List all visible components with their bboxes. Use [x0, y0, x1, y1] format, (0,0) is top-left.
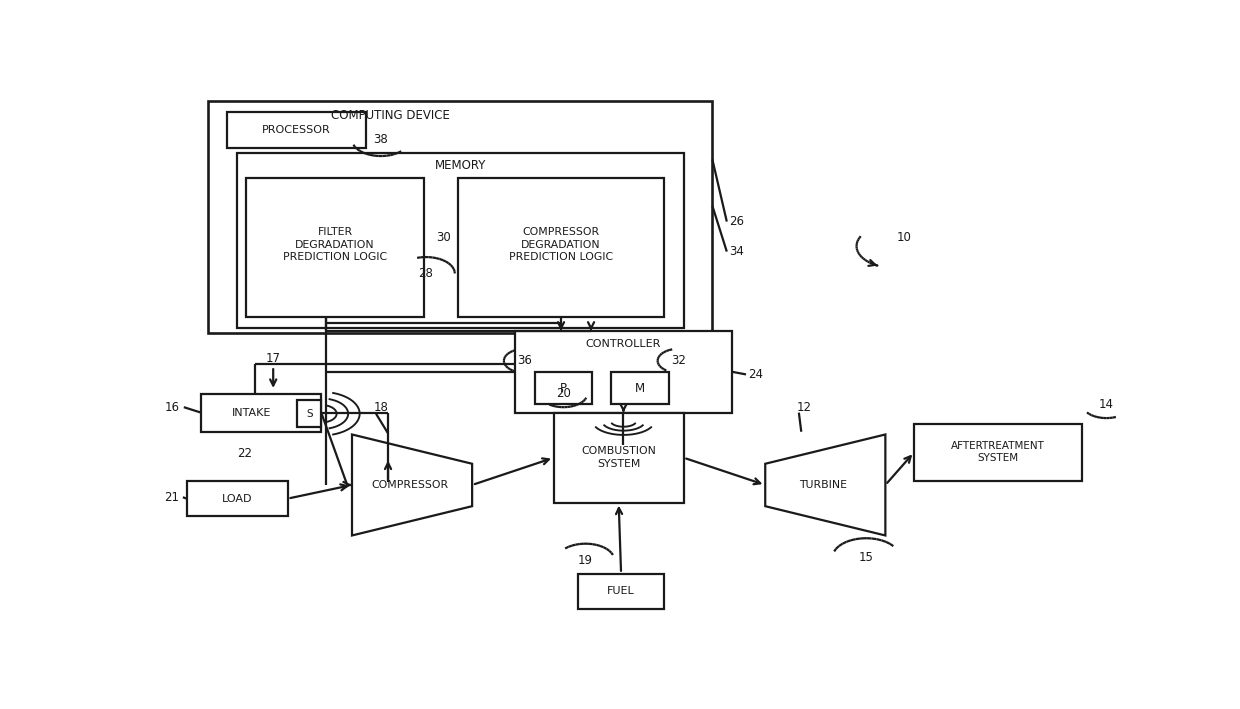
Text: P: P: [560, 381, 567, 395]
Bar: [227, 113, 367, 148]
Text: 26: 26: [729, 215, 744, 228]
Text: S: S: [306, 408, 312, 419]
Bar: [237, 153, 683, 328]
Bar: [611, 372, 670, 404]
Text: 22: 22: [237, 447, 252, 460]
Bar: [208, 101, 712, 333]
Text: 14: 14: [1099, 398, 1114, 411]
Bar: [554, 413, 683, 503]
Text: 16: 16: [165, 401, 180, 413]
Bar: [201, 393, 321, 432]
Text: 30: 30: [436, 231, 450, 245]
Text: COMPRESSOR: COMPRESSOR: [371, 480, 448, 490]
Text: 32: 32: [671, 354, 686, 367]
Text: CONTROLLER: CONTROLLER: [585, 340, 661, 350]
Text: FUEL: FUEL: [608, 586, 635, 596]
Text: LOAD: LOAD: [222, 493, 253, 503]
Text: MEMORY: MEMORY: [434, 159, 486, 172]
Text: 15: 15: [859, 551, 873, 564]
Text: 38: 38: [373, 133, 388, 146]
Text: 21: 21: [164, 491, 179, 504]
Text: 12: 12: [796, 401, 811, 413]
Text: COMBUSTION
SYSTEM: COMBUSTION SYSTEM: [582, 447, 656, 469]
Text: 36: 36: [517, 354, 532, 367]
Text: 17: 17: [265, 352, 280, 364]
Text: 19: 19: [578, 554, 593, 566]
Bar: [298, 400, 321, 428]
Bar: [914, 423, 1083, 481]
Text: FILTER
DEGRADATION
PREDICTION LOGIC: FILTER DEGRADATION PREDICTION LOGIC: [283, 228, 387, 262]
Text: 28: 28: [419, 267, 434, 280]
Text: TURBINE: TURBINE: [799, 480, 847, 490]
Text: 20: 20: [556, 387, 570, 400]
Text: INTAKE: INTAKE: [232, 408, 272, 418]
Bar: [458, 178, 665, 317]
Bar: [247, 178, 424, 317]
Text: AFTERTREATMENT
SYSTEM: AFTERTREATMENT SYSTEM: [951, 441, 1045, 464]
Text: 34: 34: [729, 245, 744, 258]
Text: PROCESSOR: PROCESSOR: [263, 125, 331, 135]
Text: M: M: [635, 381, 645, 395]
Bar: [534, 372, 593, 404]
Bar: [578, 574, 665, 609]
Text: 24: 24: [748, 368, 763, 381]
Bar: [516, 330, 732, 413]
Text: COMPUTING DEVICE: COMPUTING DEVICE: [331, 108, 450, 122]
Text: 18: 18: [373, 401, 388, 413]
Text: 10: 10: [898, 231, 911, 245]
Bar: [187, 481, 288, 516]
Text: COMPRESSOR
DEGRADATION
PREDICTION LOGIC: COMPRESSOR DEGRADATION PREDICTION LOGIC: [508, 228, 613, 262]
